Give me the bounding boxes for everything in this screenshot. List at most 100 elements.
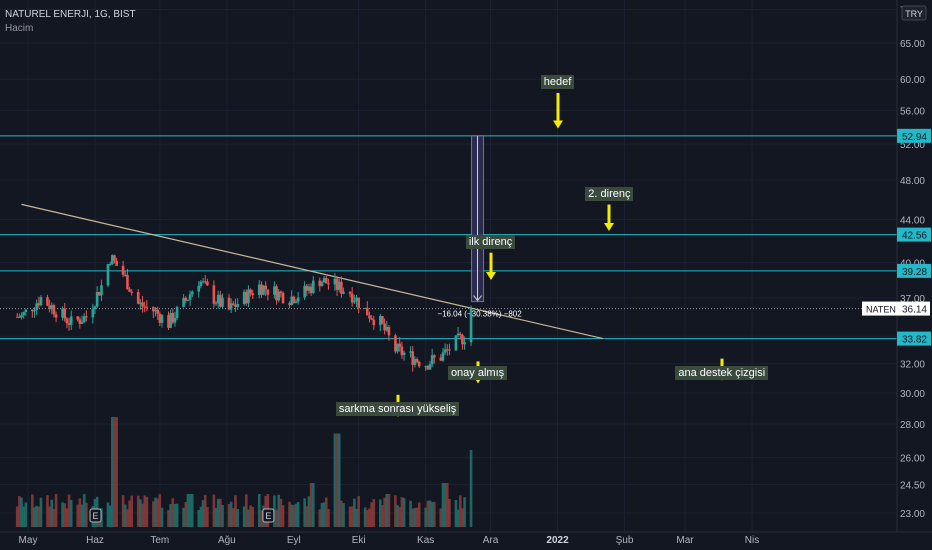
volume-bar (294, 503, 298, 527)
volume-bar (290, 504, 293, 527)
annotation-arrowhead (553, 120, 563, 129)
candle (52, 305, 56, 315)
y-tick-label: 44.00 (900, 216, 925, 227)
candle (458, 333, 462, 336)
candle (154, 309, 157, 312)
candle (433, 355, 436, 358)
candle (190, 291, 194, 295)
candle (35, 303, 38, 311)
volume-bar (154, 497, 157, 527)
volume-bar (52, 509, 56, 527)
candle (67, 323, 71, 325)
volume-bar (320, 503, 324, 527)
candle (307, 286, 311, 291)
last-price-label: 36.14 (902, 305, 927, 316)
volume-bar (37, 506, 41, 527)
x-tick-label: Tem (150, 535, 169, 546)
volume-bar (463, 497, 466, 527)
volume-bar (115, 417, 118, 527)
volume-bars (15, 417, 473, 527)
volume-bar (456, 509, 460, 527)
candle (201, 281, 205, 283)
volume-bar (113, 417, 116, 527)
candle (37, 303, 41, 306)
candle (121, 265, 125, 275)
volume-bar (394, 495, 397, 527)
currency-label: TRY (905, 9, 923, 19)
volume-bar (236, 509, 239, 527)
candle (46, 297, 49, 306)
volume-bar (368, 508, 371, 527)
earnings-marker (89, 508, 102, 523)
volume-bar (85, 502, 88, 527)
x-tick-label: Ağu (218, 535, 236, 546)
candle (355, 297, 358, 302)
volume-bar (275, 509, 278, 527)
volume-bar (242, 506, 246, 527)
candle (98, 291, 101, 296)
volume-bar (65, 508, 69, 527)
candle (348, 291, 352, 294)
last-price-tag (862, 301, 930, 316)
level-price-label: 33.82 (902, 335, 927, 346)
candle (363, 307, 367, 309)
volume-bar (190, 494, 194, 527)
candle (428, 364, 432, 370)
volume-bar (229, 501, 233, 527)
candle (260, 284, 263, 295)
candle (173, 317, 177, 323)
candle (110, 255, 114, 264)
volume-bar (82, 494, 86, 527)
candle (275, 286, 278, 301)
horizontal-levels (0, 135, 897, 340)
earnings-marker-label: E (265, 511, 271, 521)
candle (445, 349, 449, 351)
volume-bar (296, 501, 300, 527)
candle (368, 315, 371, 319)
candle (309, 286, 313, 293)
volume-bar (448, 498, 451, 527)
candle (415, 359, 419, 362)
candle (273, 286, 276, 295)
earnings-marker-label: E (92, 511, 98, 521)
candle (20, 315, 23, 318)
candle (294, 301, 298, 303)
measure-tool: −16.04 (−30.38%) −802 (437, 135, 522, 319)
x-tick-label: May (19, 535, 38, 546)
volume-bar (353, 498, 356, 527)
candle (212, 285, 216, 304)
candle (160, 315, 164, 323)
candle (219, 294, 222, 307)
volume-bar (139, 499, 142, 527)
volume-bar (214, 507, 218, 527)
volume-bar (152, 501, 155, 527)
volume-bar (383, 497, 386, 527)
x-tick-label: Kas (417, 535, 434, 546)
level-price-tag (897, 227, 931, 242)
volume-bar (80, 504, 84, 527)
candle (214, 303, 218, 305)
candles (15, 254, 473, 372)
volume-bar (260, 510, 263, 527)
candle (327, 283, 330, 285)
candle (33, 310, 36, 312)
volume-bar (175, 503, 179, 527)
volume-bar (303, 498, 306, 527)
volume-bar (197, 510, 201, 527)
volume-bar (67, 494, 71, 527)
volume-bar (156, 498, 159, 527)
candle (461, 335, 464, 345)
volume-bar (288, 501, 291, 527)
volume-bar (318, 509, 322, 527)
volume-bar (378, 499, 382, 527)
volume-bar (251, 506, 255, 527)
y-tick-label: 37.00 (900, 294, 925, 305)
volume-bar (216, 498, 220, 527)
volume-bar (417, 502, 421, 527)
volume-bar (322, 502, 326, 527)
candle (199, 281, 203, 286)
candle (398, 343, 402, 347)
candle (311, 280, 315, 293)
volume-bar (469, 450, 473, 527)
